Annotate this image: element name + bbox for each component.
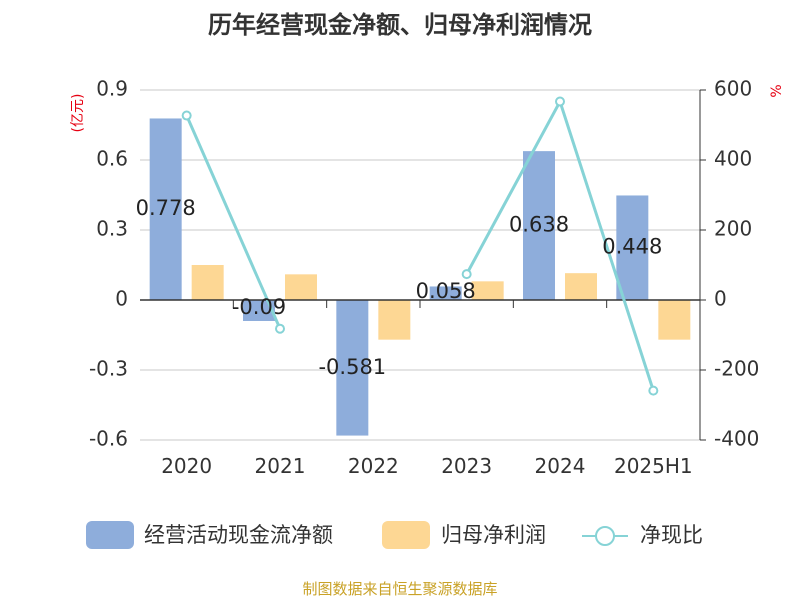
right-tick-label: 600	[714, 77, 752, 101]
bar-cashflow	[616, 195, 649, 300]
data-label-cashflow: -0.09	[232, 295, 286, 319]
x-category-label: 2022	[348, 454, 399, 478]
bars	[149, 118, 691, 436]
ratio-point	[461, 269, 472, 280]
ratio-point	[275, 323, 285, 334]
bar-cashflow	[429, 286, 462, 300]
data-label-cashflow: 0.638	[509, 213, 569, 237]
left-axis-unit-label: (亿元)	[70, 94, 86, 133]
bar-profit	[658, 300, 691, 340]
ratio-line-segment	[185, 114, 282, 330]
bar-profit	[191, 265, 224, 300]
data-label-cashflow: 0.448	[602, 235, 662, 259]
source-note: 制图数据来自恒生聚源数据库	[302, 580, 497, 598]
left-tick-label: -0.6	[89, 427, 128, 451]
bar-profit	[565, 273, 597, 300]
bar-profit	[285, 274, 317, 300]
left-tick-label: 0	[115, 287, 128, 311]
right-tick-label: 200	[714, 217, 752, 241]
x-category-label: 2024	[535, 454, 586, 478]
legend-label-cashflow: 经营活动现金流净额	[144, 523, 333, 547]
tick-labels: -0.6 -0.3 0 0.3 0.6 0.9 -400 -200 0 200 400 600 2020…	[89, 77, 759, 479]
bar-cashflow	[149, 118, 182, 300]
bar-profit	[471, 281, 504, 300]
grid-lines	[140, 89, 700, 441]
data-label-cashflow: -0.581	[318, 355, 386, 379]
data-label-cashflow: 0.778	[136, 196, 196, 220]
bar-profit	[378, 300, 411, 340]
ratio-point	[648, 385, 659, 396]
bar-cashflow	[523, 151, 555, 300]
left-tick-label: 0.9	[96, 77, 128, 101]
x-category-label: 2023	[441, 454, 492, 478]
legend-label-ratio: 净现比	[640, 523, 703, 547]
x-category-label: 2020	[161, 454, 212, 478]
right-axis-unit-label: %	[769, 84, 785, 97]
left-tick-label: 0.3	[96, 217, 128, 241]
right-tick-label: -200	[714, 357, 759, 381]
bar-cashflow	[336, 300, 369, 436]
legend-swatch-profit	[382, 521, 430, 549]
right-tick-label: 0	[714, 287, 727, 311]
x-category-label: 2025H1	[614, 454, 693, 478]
chart-title: 历年经营现金净额、归母净利润情况	[208, 11, 592, 39]
right-tick-label: 400	[714, 147, 752, 171]
left-tick-label: -0.3	[89, 357, 128, 381]
legend-swatch-cashflow	[86, 521, 134, 549]
legend: 经营活动现金流净额 归母净利润 净现比	[86, 521, 703, 549]
legend-label-profit: 归母净利润	[441, 523, 546, 547]
left-tick-label: 0.6	[96, 147, 128, 171]
axes	[140, 89, 706, 441]
data-labels: 0.778 -0.09 -0.581 0.058 0.638 0.448	[136, 196, 663, 379]
x-category-label: 2021	[255, 454, 306, 478]
right-tick-label: -400	[714, 427, 759, 451]
bar-cashflow	[243, 300, 275, 321]
ratio-point	[555, 96, 565, 107]
legend-marker-ratio	[595, 526, 615, 546]
ratio-point	[181, 110, 192, 121]
ratio-line	[181, 96, 659, 396]
data-label-cashflow: 0.058	[416, 279, 476, 303]
